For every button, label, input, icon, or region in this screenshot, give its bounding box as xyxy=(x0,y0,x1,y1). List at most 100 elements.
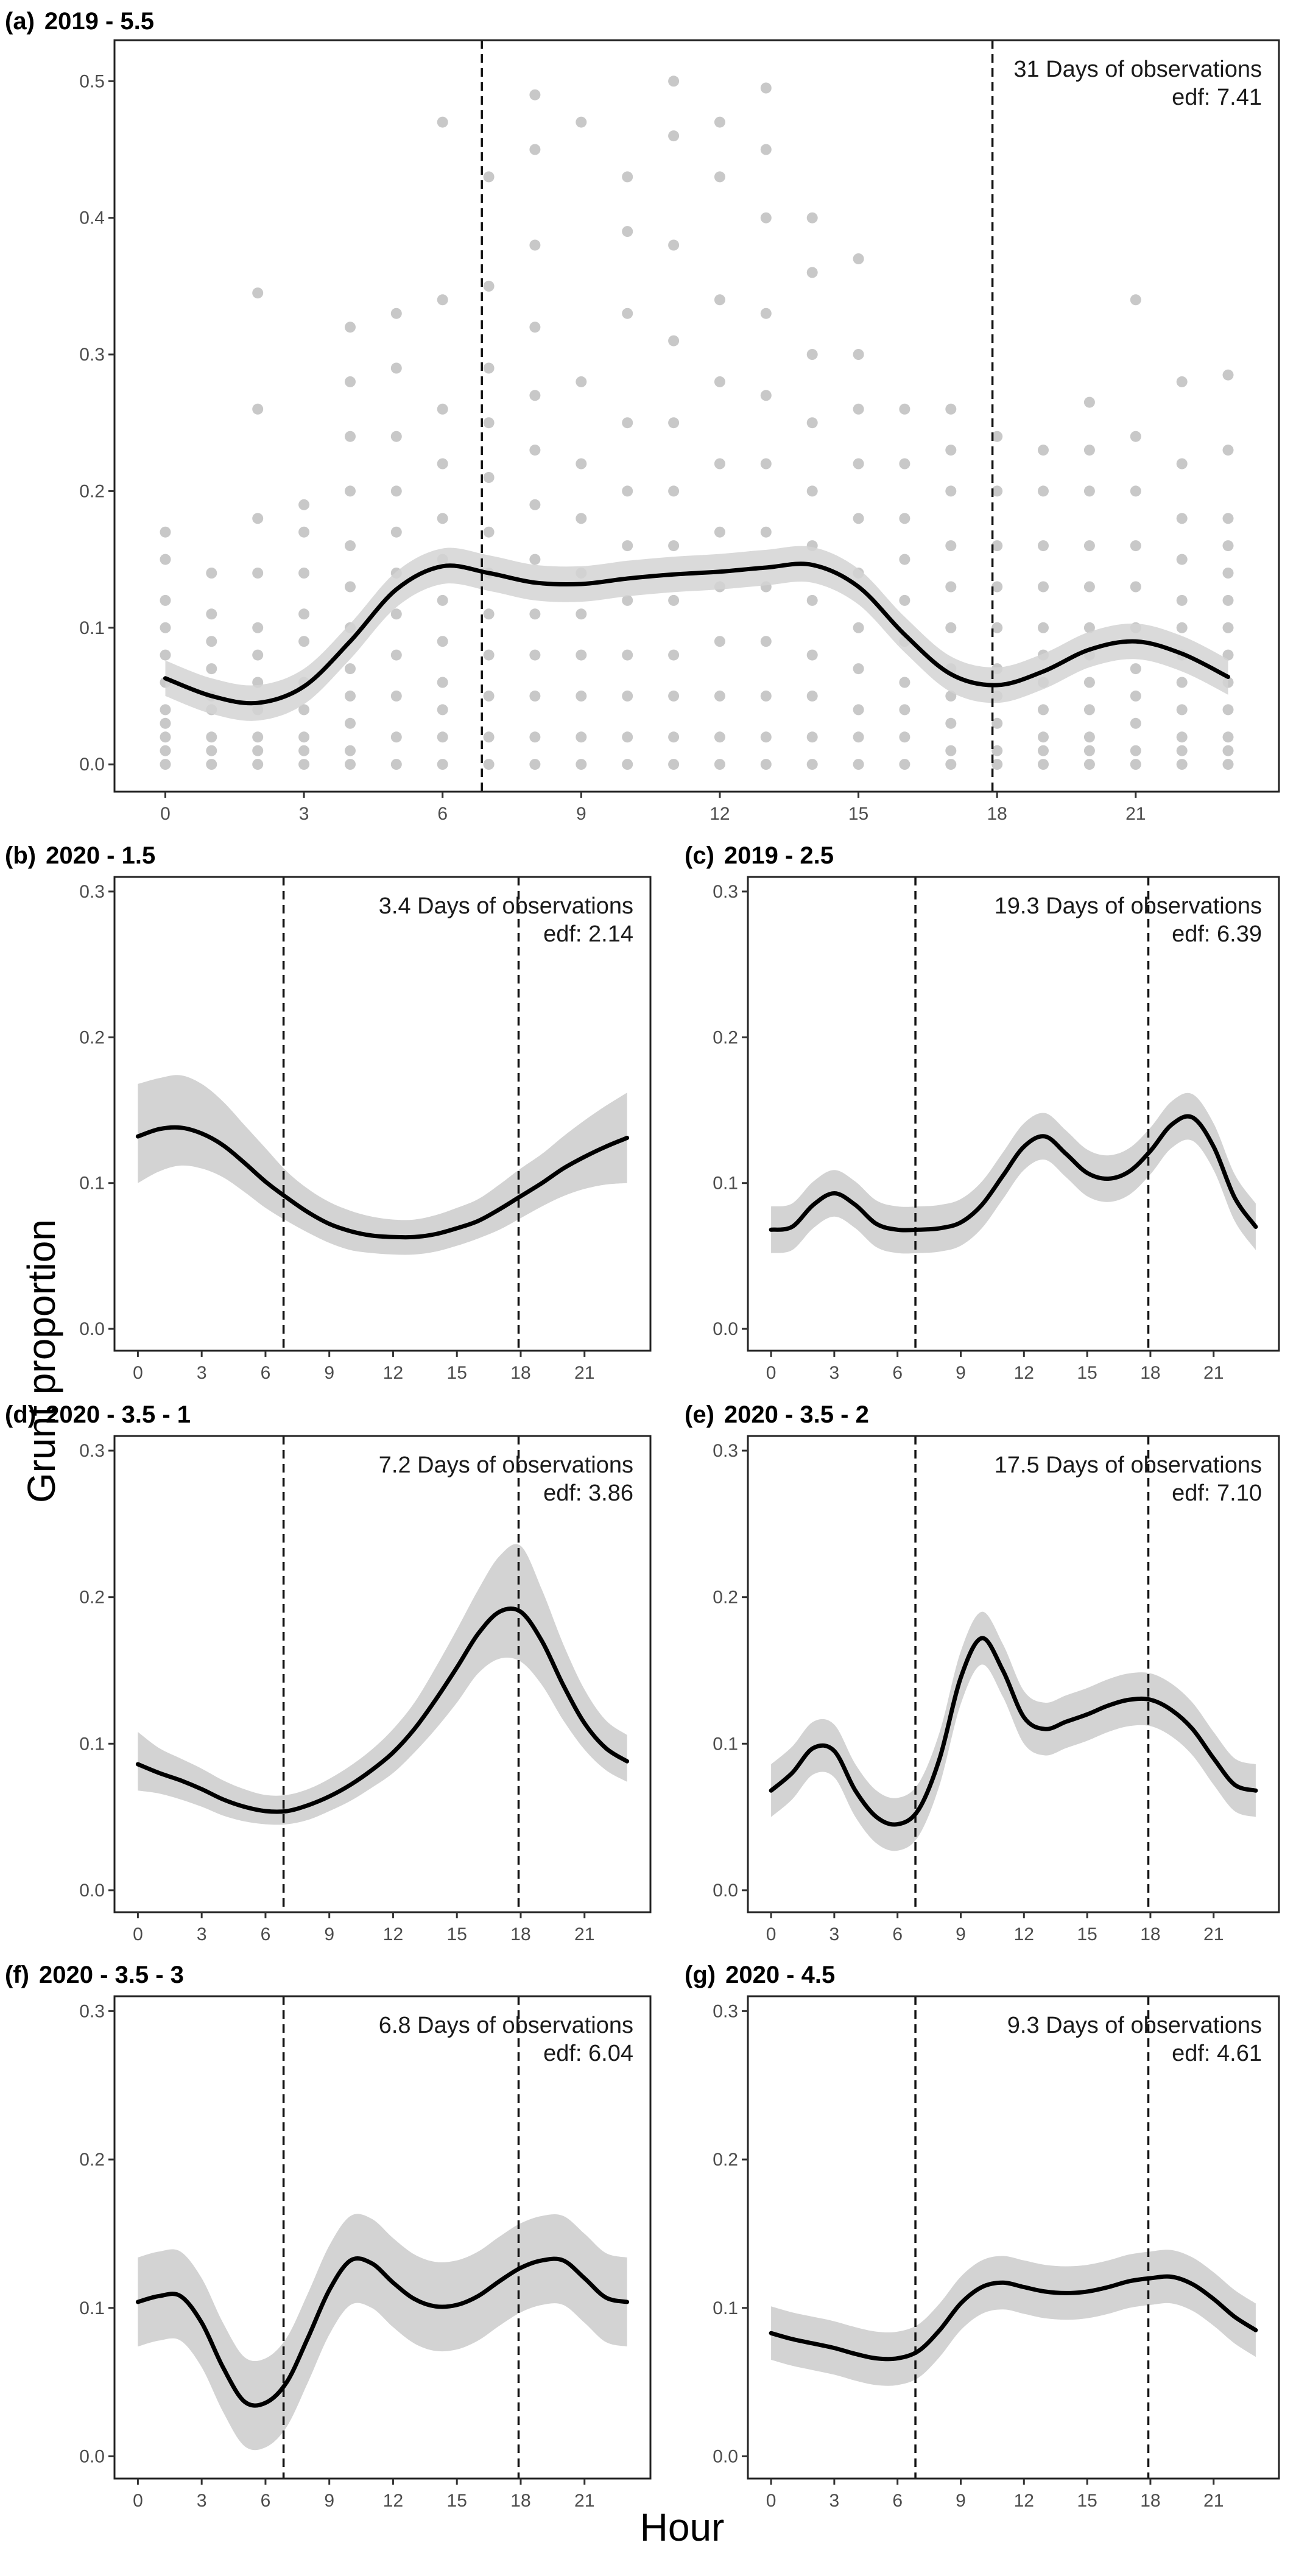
data-point xyxy=(1130,485,1141,497)
data-point xyxy=(160,745,171,756)
data-point xyxy=(529,89,541,100)
data-point xyxy=(760,308,772,319)
panel-b: 0.0 0.1 0.2 0.3 0 3 6 9 12 15 18 21 (b) 2020 - 1.5 3.4… xyxy=(5,842,652,1383)
data-point xyxy=(206,731,217,743)
data-point xyxy=(576,759,587,770)
data-point xyxy=(853,663,864,675)
data-point xyxy=(298,704,310,716)
data-point xyxy=(298,608,310,620)
data-point xyxy=(1222,369,1234,381)
data-point xyxy=(668,649,680,661)
data-point xyxy=(576,690,587,702)
x-tick-label: 21 xyxy=(1203,1924,1224,1944)
data-point xyxy=(1083,731,1095,743)
data-point xyxy=(853,349,864,360)
data-point xyxy=(853,458,864,470)
confidence-band xyxy=(771,1611,1256,1851)
data-point xyxy=(483,759,495,770)
panel-title: (g) 2020 - 4.5 xyxy=(685,1962,835,1988)
data-point xyxy=(1176,554,1188,565)
fitted-line xyxy=(769,2274,1258,2362)
x-tick-label: 21 xyxy=(1203,1363,1224,1383)
data-point xyxy=(160,717,171,729)
data-point xyxy=(1038,445,1049,456)
panel-letter: (e) xyxy=(685,1401,714,1428)
panel-subtitle: 2019 - 5.5 xyxy=(44,8,154,35)
data-point xyxy=(714,294,725,306)
x-tick-label: 18 xyxy=(1140,2491,1160,2511)
annotation-edf: edf: 7.41 xyxy=(1172,85,1262,110)
data-point xyxy=(160,554,171,565)
x-tick-label: 9 xyxy=(324,1363,334,1383)
data-point xyxy=(1038,759,1049,770)
panel-f: 0.0 0.1 0.2 0.3 0 3 6 9 12 15 18 21 (f) 2020 - 3.5 - … xyxy=(5,1962,652,2511)
data-point xyxy=(1130,294,1141,306)
panel-subtitle: 2020 - 4.5 xyxy=(725,1962,835,1988)
data-point xyxy=(714,116,725,128)
data-point xyxy=(437,116,448,128)
data-point xyxy=(622,485,633,497)
data-point xyxy=(668,76,680,87)
data-point xyxy=(622,540,633,552)
panel-a: 0.0 0.1 0.2 0.3 0.4 0.5 0 3 6 9 12 15 18 21 (a) 2019 - … xyxy=(5,8,1280,824)
y-tick-label: 0.2 xyxy=(79,481,105,501)
data-point xyxy=(1176,594,1188,606)
data-point xyxy=(298,759,310,770)
panel-subtitle: 2019 - 2.5 xyxy=(724,842,834,869)
fitted-line xyxy=(135,1606,630,1814)
data-point xyxy=(1176,677,1188,688)
data-point xyxy=(668,130,680,142)
panels: 0.0 0.1 0.2 0.3 0.4 0.5 0 3 6 9 12 15 18 21 (a) 2019 - … xyxy=(5,8,1280,2511)
data-point xyxy=(668,417,680,429)
data-point xyxy=(945,745,957,756)
y-tick-label: 0.2 xyxy=(79,1027,105,1047)
panel-subtitle: 2020 - 3.5 - 2 xyxy=(724,1401,869,1428)
y-tick-label: 0.3 xyxy=(79,345,105,365)
panel-title: (e) 2020 - 3.5 - 2 xyxy=(685,1401,869,1428)
x-tick-label: 3 xyxy=(829,1924,840,1944)
y-tick-label: 0.2 xyxy=(79,2150,105,2170)
data-point xyxy=(483,649,495,661)
data-point xyxy=(853,759,864,770)
data-point xyxy=(714,731,725,743)
x-tick-label: 18 xyxy=(510,2491,530,2511)
data-point xyxy=(622,226,633,238)
y-tick-label: 0.1 xyxy=(713,2298,738,2318)
data-point xyxy=(390,608,402,620)
data-point xyxy=(945,485,957,497)
x-tick-label: 3 xyxy=(299,804,309,824)
data-point xyxy=(345,322,356,333)
x-tick-label: 12 xyxy=(383,1924,403,1944)
data-point xyxy=(298,745,310,756)
data-point xyxy=(853,622,864,633)
data-point xyxy=(945,717,957,729)
data-point xyxy=(899,403,910,415)
data-point xyxy=(760,390,772,401)
panel-subtitle: 2020 - 3.5 - 1 xyxy=(46,1401,191,1428)
data-point xyxy=(483,280,495,292)
x-tick-label: 3 xyxy=(197,1924,207,1944)
data-point xyxy=(529,608,541,620)
data-point xyxy=(483,731,495,743)
data-point xyxy=(1176,731,1188,743)
y-tick-label: 0.2 xyxy=(79,1588,105,1608)
data-point xyxy=(1222,594,1234,606)
data-point xyxy=(298,636,310,647)
data-point xyxy=(622,171,633,183)
data-point xyxy=(252,745,264,756)
data-point xyxy=(160,731,171,743)
data-point xyxy=(622,690,633,702)
data-point xyxy=(945,622,957,633)
y-tick-label: 0.2 xyxy=(713,1027,738,1047)
data-point xyxy=(390,759,402,770)
x-tick-label: 6 xyxy=(261,2491,271,2511)
data-point xyxy=(1222,704,1234,716)
data-point xyxy=(206,759,217,770)
data-point xyxy=(991,485,1003,497)
y-tick-label: 0.0 xyxy=(79,2446,105,2466)
panel-letter: (b) xyxy=(5,842,36,869)
data-point xyxy=(806,212,818,223)
data-point xyxy=(483,417,495,429)
data-point xyxy=(622,649,633,661)
